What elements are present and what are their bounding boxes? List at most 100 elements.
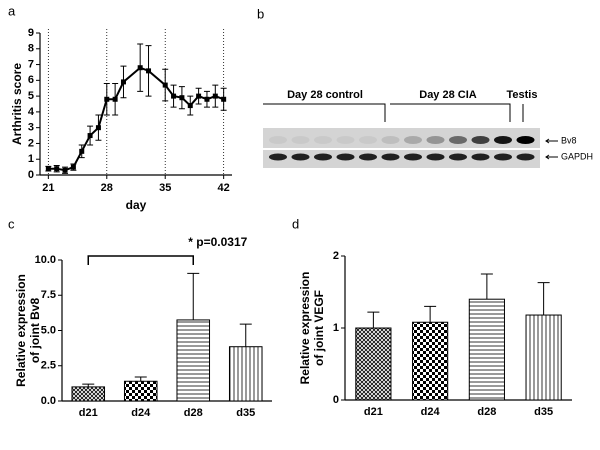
y-tick-label: 0.0 [41, 395, 56, 407]
group-label: Day 28 control [287, 89, 363, 101]
y-tick-label: 5 [28, 90, 34, 102]
band [516, 136, 535, 144]
band [359, 136, 377, 144]
x-tick-label: d35 [534, 406, 553, 418]
error-bar [424, 305, 437, 323]
group-bracket [263, 103, 386, 122]
data-point [137, 65, 143, 71]
y-tick-label: 1 [28, 153, 34, 165]
band [336, 136, 355, 144]
bar [71, 386, 106, 402]
data-point [120, 79, 126, 85]
bar [355, 327, 392, 401]
band [471, 153, 490, 161]
y-tick-label: 7 [28, 58, 34, 70]
panel-label: c [8, 216, 15, 231]
data-point [204, 96, 210, 102]
bar [123, 380, 158, 402]
error-bar [187, 272, 200, 320]
group-label: Day 28 CIA [419, 89, 477, 101]
data-point [179, 95, 185, 101]
y-axis-label: Relative expression [14, 274, 28, 387]
data-point [187, 103, 193, 109]
x-tick-label: d24 [131, 407, 151, 419]
y-tick-label: 0 [28, 169, 34, 181]
annotation: * p=0.0317 [188, 235, 247, 249]
band [449, 153, 467, 161]
band [291, 153, 310, 161]
data-point [95, 125, 101, 131]
data-point [45, 166, 51, 172]
x-tick-label: d21 [79, 407, 98, 419]
y-axis-label: Relative expression [298, 272, 312, 385]
data-point [146, 68, 152, 74]
error-bar [537, 282, 550, 316]
data-point [171, 93, 177, 99]
band [494, 153, 512, 161]
y-tick-label: 10.0 [35, 254, 56, 266]
x-tick-label: 42 [218, 182, 230, 194]
x-tick-label: d28 [477, 406, 496, 418]
band [404, 153, 422, 161]
bar [525, 314, 562, 401]
y-axis-label: of joint VEGF [312, 290, 326, 366]
arrow [545, 154, 558, 160]
y-tick-label: 3 [28, 122, 34, 134]
band [426, 153, 445, 161]
bar [228, 346, 263, 402]
x-axis-label: day [126, 198, 147, 212]
y-tick-label: 2.5 [41, 360, 56, 372]
band [404, 136, 422, 144]
data-point [87, 133, 93, 139]
bar [412, 321, 449, 401]
band [381, 136, 400, 144]
band [381, 153, 400, 161]
data-point [162, 82, 168, 88]
x-tick-label: 35 [159, 182, 171, 194]
data-point [54, 166, 60, 172]
y-tick-label: 6 [28, 74, 34, 86]
y-axis-label: of joint Bv8 [28, 298, 42, 364]
band [336, 153, 355, 161]
data-line [48, 66, 225, 172]
panel-label: a [8, 3, 16, 18]
band [359, 153, 377, 161]
y-tick-label: 5.0 [41, 324, 56, 336]
y-tick-label: 4 [28, 106, 35, 118]
group-label: Testis [507, 89, 538, 101]
x-tick-label: d28 [184, 407, 203, 419]
x-tick-label: d21 [364, 406, 383, 418]
x-tick-label: 28 [101, 182, 113, 194]
band [494, 136, 512, 144]
band [291, 136, 310, 144]
bar [176, 319, 211, 402]
band-label: GAPDH [561, 151, 593, 161]
band [426, 136, 445, 144]
y-tick-label: 1 [333, 322, 339, 334]
band-label: Bv8 [561, 135, 577, 145]
y-axis-label: Arthritis score [10, 63, 24, 145]
band [314, 136, 332, 144]
x-tick-label: d35 [236, 407, 255, 419]
data-point [104, 96, 110, 102]
x-tick-label: 21 [42, 182, 54, 194]
panel-label: d [292, 216, 299, 231]
x-tick-label: d24 [421, 406, 441, 418]
arrow [545, 138, 558, 144]
y-tick-label: 0 [333, 394, 339, 406]
group-bracket [390, 103, 511, 122]
band [269, 153, 287, 161]
significance-bracket [87, 255, 194, 265]
band [471, 136, 490, 144]
y-tick-label: 2 [333, 250, 339, 262]
data-point [196, 93, 202, 99]
data-point [221, 96, 227, 102]
y-tick-label: 2 [28, 137, 34, 149]
error-bar [480, 273, 493, 300]
band [516, 153, 535, 161]
band [269, 136, 287, 144]
data-point [62, 167, 68, 173]
data-point [212, 93, 218, 99]
